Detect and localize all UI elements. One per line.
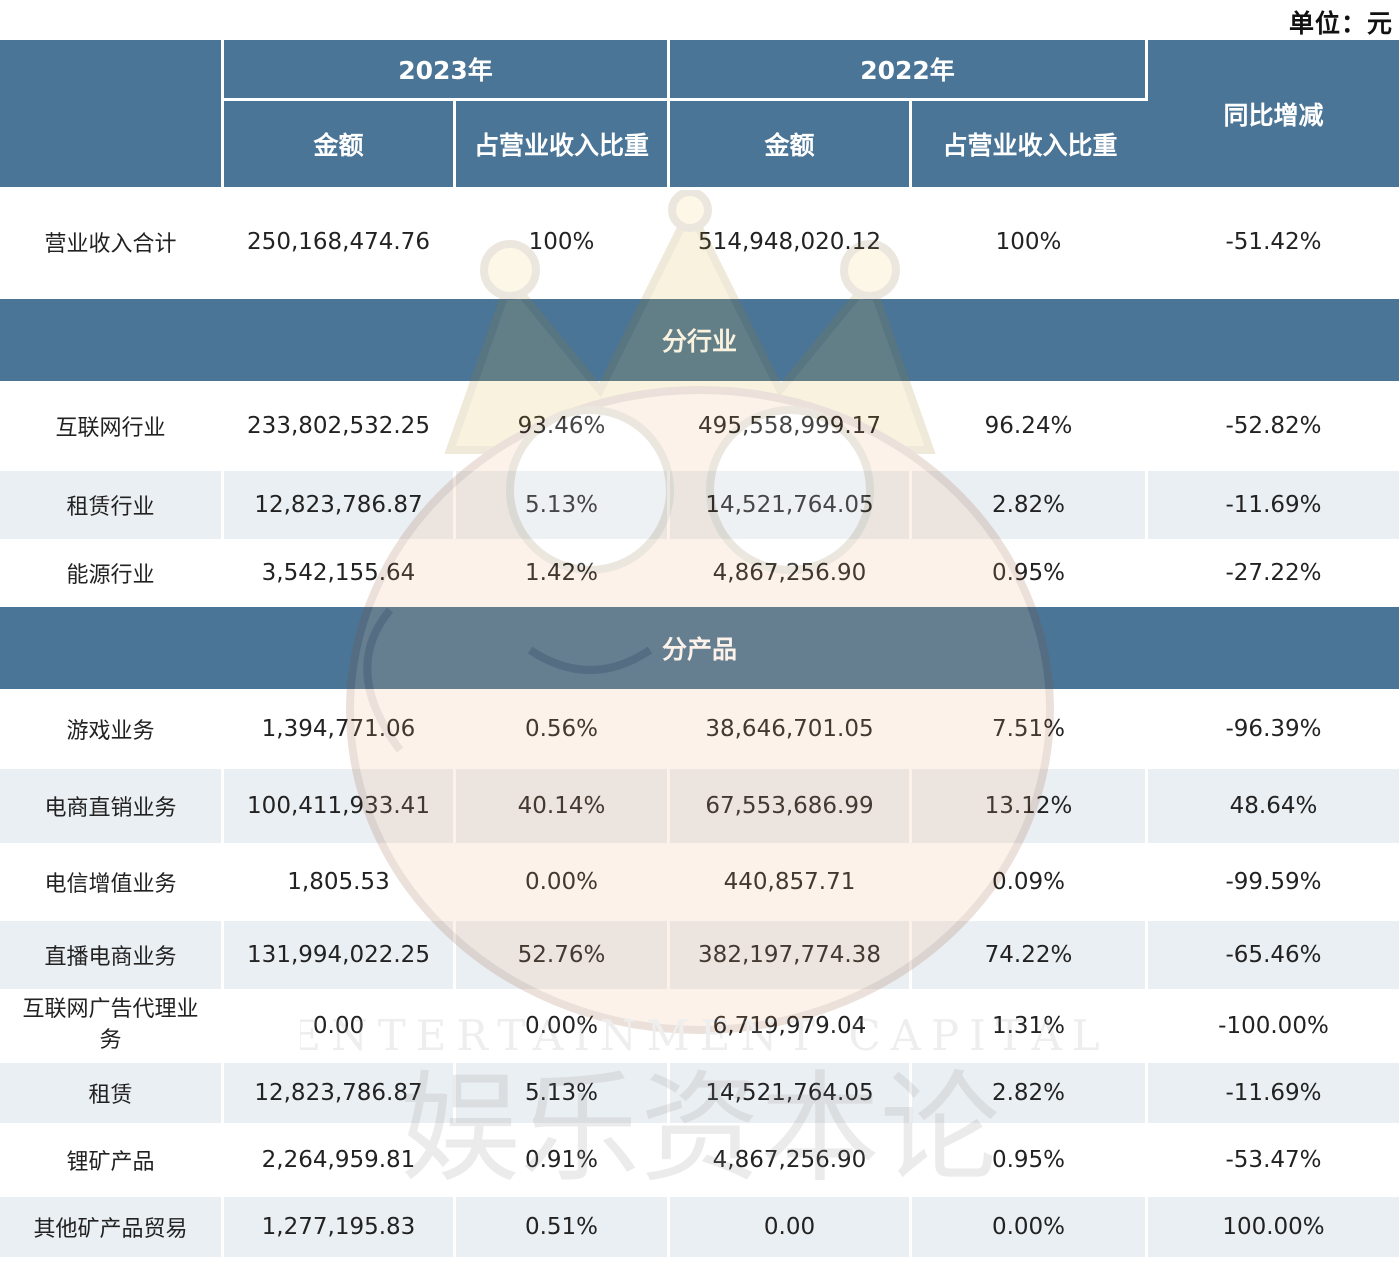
amount-2022: 6,719,979.04 — [670, 991, 912, 1063]
table-row: 互联网行业 233,802,532.25 93.46% 495,558,999.… — [0, 383, 1399, 471]
yoy-change: -53.47% — [1148, 1125, 1399, 1197]
row-label: 直播电商业务 — [0, 921, 224, 991]
yoy-change: -11.69% — [1148, 1063, 1399, 1125]
ratio-2022: 0.95% — [912, 1125, 1148, 1197]
ratio-2022: 100% — [912, 187, 1148, 299]
ratio-2022: 2.82% — [912, 1063, 1148, 1125]
row-label: 其他矿产品贸易 — [0, 1197, 224, 1259]
yoy-change: -11.69% — [1148, 471, 1399, 541]
section-title: 分产品 — [0, 607, 1399, 691]
amount-2023: 12,823,786.87 — [224, 471, 456, 541]
table-row: 游戏业务 1,394,771.06 0.56% 38,646,701.05 7.… — [0, 691, 1399, 769]
revenue-table: 2023年 2022年 同比增减 金额 占营业收入比重 金额 占营业收入比重 营… — [0, 40, 1399, 1259]
yoy-change: -27.22% — [1148, 541, 1399, 607]
row-label: 能源行业 — [0, 541, 224, 607]
amount-2022: 4,867,256.90 — [670, 541, 912, 607]
table-row: 租赁行业 12,823,786.87 5.13% 14,521,764.05 2… — [0, 471, 1399, 541]
row-label: 租赁行业 — [0, 471, 224, 541]
ratio-2023: 0.91% — [456, 1125, 670, 1197]
section-header-product: 分产品 — [0, 607, 1399, 691]
amount-2022: 440,857.71 — [670, 845, 912, 921]
amount-2023: 233,802,532.25 — [224, 383, 456, 471]
header-year-2023: 2023年 — [224, 40, 670, 101]
section-header-industry: 分行业 — [0, 299, 1399, 383]
amount-2022: 514,948,020.12 — [670, 187, 912, 299]
ratio-2023: 5.13% — [456, 1063, 670, 1125]
amount-2023: 12,823,786.87 — [224, 1063, 456, 1125]
ratio-2023: 1.42% — [456, 541, 670, 607]
amount-2022: 38,646,701.05 — [670, 691, 912, 769]
table-row: 其他矿产品贸易 1,277,195.83 0.51% 0.00 0.00% 10… — [0, 1197, 1399, 1259]
yoy-change: -51.42% — [1148, 187, 1399, 299]
row-label: 电信增值业务 — [0, 845, 224, 921]
row-label: 锂矿产品 — [0, 1125, 224, 1197]
header-ratio-2022: 占营业收入比重 — [912, 101, 1148, 187]
amount-2023: 250,168,474.76 — [224, 187, 456, 299]
amount-2022: 4,867,256.90 — [670, 1125, 912, 1197]
ratio-2022: 1.31% — [912, 991, 1148, 1063]
header-blank — [0, 40, 224, 187]
ratio-2023: 0.56% — [456, 691, 670, 769]
amount-2023: 131,994,022.25 — [224, 921, 456, 991]
ratio-2023: 52.76% — [456, 921, 670, 991]
section-title: 分行业 — [0, 299, 1399, 383]
table-row: 租赁 12,823,786.87 5.13% 14,521,764.05 2.8… — [0, 1063, 1399, 1125]
amount-2023: 100,411,933.41 — [224, 769, 456, 845]
amount-2023: 3,542,155.64 — [224, 541, 456, 607]
yoy-change: 48.64% — [1148, 769, 1399, 845]
ratio-2023: 0.00% — [456, 845, 670, 921]
amount-2023: 0.00 — [224, 991, 456, 1063]
ratio-2022: 13.12% — [912, 769, 1148, 845]
ratio-2023: 0.00% — [456, 991, 670, 1063]
amount-2022: 67,553,686.99 — [670, 769, 912, 845]
table-row: 直播电商业务 131,994,022.25 52.76% 382,197,774… — [0, 921, 1399, 991]
ratio-2023: 5.13% — [456, 471, 670, 541]
yoy-change: -52.82% — [1148, 383, 1399, 471]
table-row: 能源行业 3,542,155.64 1.42% 4,867,256.90 0.9… — [0, 541, 1399, 607]
row-label: 游戏业务 — [0, 691, 224, 769]
row-label: 互联网广告代理业务 — [0, 991, 224, 1063]
header-year-2022: 2022年 — [670, 40, 1148, 101]
table-row: 电信增值业务 1,805.53 0.00% 440,857.71 0.09% -… — [0, 845, 1399, 921]
row-label: 营业收入合计 — [0, 187, 224, 299]
header-yoy: 同比增减 — [1148, 40, 1399, 187]
unit-label: 单位：元 — [1288, 9, 1393, 38]
ratio-2022: 96.24% — [912, 383, 1148, 471]
amount-2023: 1,277,195.83 — [224, 1197, 456, 1259]
amount-2022: 382,197,774.38 — [670, 921, 912, 991]
header-ratio-2023: 占营业收入比重 — [456, 101, 670, 187]
amount-2023: 1,805.53 — [224, 845, 456, 921]
amount-2023: 1,394,771.06 — [224, 691, 456, 769]
yoy-change: -96.39% — [1148, 691, 1399, 769]
ratio-2022: 2.82% — [912, 471, 1148, 541]
ratio-2022: 0.95% — [912, 541, 1148, 607]
amount-2022: 14,521,764.05 — [670, 1063, 912, 1125]
total-row: 营业收入合计 250,168,474.76 100% 514,948,020.1… — [0, 187, 1399, 299]
amount-2022: 14,521,764.05 — [670, 471, 912, 541]
ratio-2023: 0.51% — [456, 1197, 670, 1259]
ratio-2023: 40.14% — [456, 769, 670, 845]
yoy-change: -100.00% — [1148, 991, 1399, 1063]
table-row: 电商直销业务 100,411,933.41 40.14% 67,553,686.… — [0, 769, 1399, 845]
ratio-2023: 93.46% — [456, 383, 670, 471]
ratio-2022: 7.51% — [912, 691, 1148, 769]
header-amount-2022: 金额 — [670, 101, 912, 187]
yoy-change: -99.59% — [1148, 845, 1399, 921]
ratio-2022: 74.22% — [912, 921, 1148, 991]
yoy-change: -65.46% — [1148, 921, 1399, 991]
ratio-2022: 0.09% — [912, 845, 1148, 921]
table-row: 互联网广告代理业务 0.00 0.00% 6,719,979.04 1.31% … — [0, 991, 1399, 1063]
header-amount-2023: 金额 — [224, 101, 456, 187]
table-row: 锂矿产品 2,264,959.81 0.91% 4,867,256.90 0.9… — [0, 1125, 1399, 1197]
amount-2022: 0.00 — [670, 1197, 912, 1259]
ratio-2023: 100% — [456, 187, 670, 299]
amount-2023: 2,264,959.81 — [224, 1125, 456, 1197]
row-label: 互联网行业 — [0, 383, 224, 471]
yoy-change: 100.00% — [1148, 1197, 1399, 1259]
ratio-2022: 0.00% — [912, 1197, 1148, 1259]
amount-2022: 495,558,999.17 — [670, 383, 912, 471]
row-label: 电商直销业务 — [0, 769, 224, 845]
row-label: 租赁 — [0, 1063, 224, 1125]
